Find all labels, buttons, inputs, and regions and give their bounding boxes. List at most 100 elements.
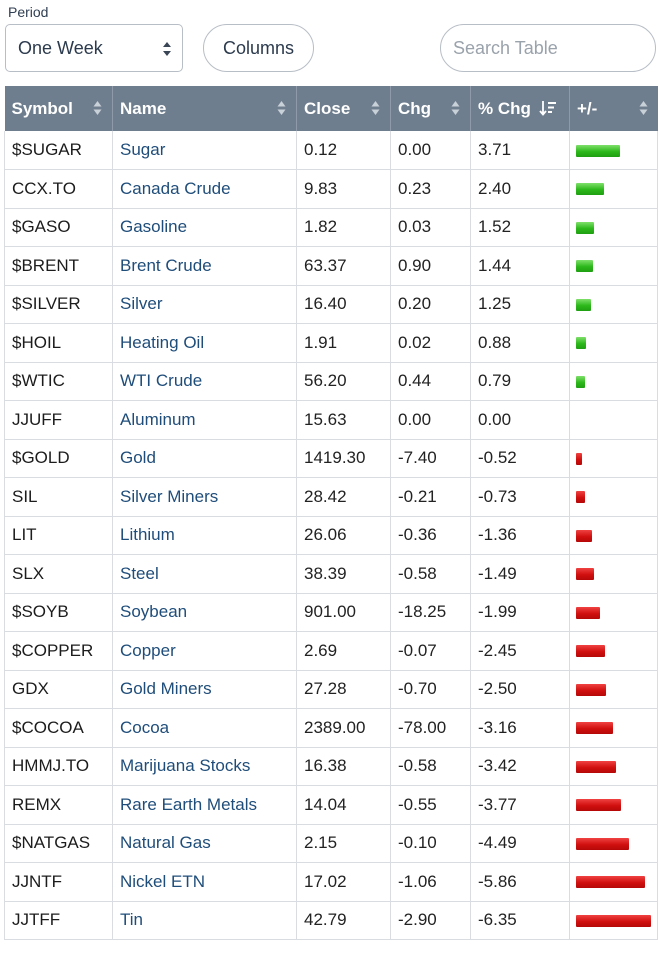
- table-row[interactable]: $NATGAS Natural Gas 2.15 -0.10 -4.49: [4, 824, 658, 863]
- symbol-cell[interactable]: GDX: [4, 670, 113, 709]
- symbol-cell[interactable]: REMX: [4, 785, 113, 825]
- period-select[interactable]: One Week: [5, 24, 183, 72]
- name-cell[interactable]: Aluminum: [112, 400, 297, 440]
- table-row[interactable]: $BRENT Brent Crude 63.37 0.90 1.44: [4, 246, 658, 286]
- change-bar: [576, 645, 605, 658]
- table-row[interactable]: SLX Steel 38.39 -0.58 -1.49: [4, 554, 658, 594]
- pct-chg-cell: -1.99: [470, 593, 570, 632]
- name-cell[interactable]: Rare Earth Metals: [112, 785, 297, 825]
- name-cell[interactable]: Steel: [112, 554, 297, 594]
- change-bar-cell: [569, 747, 658, 786]
- name-cell[interactable]: Cocoa: [112, 708, 297, 748]
- symbol-cell[interactable]: JJUFF: [4, 400, 113, 440]
- symbol-cell[interactable]: CCX.TO: [4, 169, 113, 209]
- name-cell[interactable]: Marijuana Stocks: [112, 747, 297, 786]
- pct-chg-cell: -2.45: [470, 631, 570, 671]
- symbol-cell[interactable]: $HOIL: [4, 323, 113, 363]
- performance-table: Symbol Name Close Chg% Chg +/- $SUGAR Sugar 0.…: [4, 86, 658, 940]
- name-cell[interactable]: Copper: [112, 631, 297, 671]
- symbol-cell[interactable]: $GASO: [4, 208, 113, 247]
- name-cell[interactable]: Canada Crude: [112, 169, 297, 209]
- table-row[interactable]: $COPPER Copper 2.69 -0.07 -2.45: [4, 631, 658, 671]
- name-cell[interactable]: Gold: [112, 439, 297, 478]
- table-row[interactable]: HMMJ.TO Marijuana Stocks 16.38 -0.58 -3.42: [4, 747, 658, 786]
- change-bar: [576, 183, 604, 196]
- symbol-cell[interactable]: $COPPER: [4, 631, 113, 671]
- change-bar-cell: [569, 477, 658, 517]
- change-bar-cell: [569, 169, 658, 209]
- symbol-cell[interactable]: $WTIC: [4, 362, 113, 401]
- change-bar-cell: [569, 593, 658, 632]
- symbol-cell[interactable]: HMMJ.TO: [4, 747, 113, 786]
- table-row[interactable]: JJTFF Tin 42.79 -2.90 -6.35: [4, 901, 658, 940]
- symbol-cell[interactable]: JJNTF: [4, 862, 113, 902]
- pct-chg-cell: -2.50: [470, 670, 570, 709]
- symbol-cell[interactable]: JJTFF: [4, 901, 113, 940]
- name-cell[interactable]: Lithium: [112, 516, 297, 555]
- name-cell[interactable]: Gasoline: [112, 208, 297, 247]
- pct-chg-cell: -1.36: [470, 516, 570, 555]
- symbol-cell[interactable]: $SILVER: [4, 285, 113, 324]
- table-row[interactable]: LIT Lithium 26.06 -0.36 -1.36: [4, 516, 658, 555]
- name-cell[interactable]: Natural Gas: [112, 824, 297, 863]
- chg-cell: -0.36: [390, 516, 471, 555]
- symbol-cell[interactable]: $COCOA: [4, 708, 113, 748]
- symbol-cell[interactable]: SLX: [4, 554, 113, 594]
- symbol-cell[interactable]: $BRENT: [4, 246, 113, 286]
- table-row[interactable]: GDX Gold Miners 27.28 -0.70 -2.50: [4, 670, 658, 709]
- name-cell[interactable]: Gold Miners: [112, 670, 297, 709]
- symbol-cell[interactable]: $GOLD: [4, 439, 113, 478]
- change-bar: [576, 260, 593, 273]
- symbol-cell[interactable]: $SOYB: [4, 593, 113, 632]
- table-row[interactable]: $SUGAR Sugar 0.12 0.00 3.71: [4, 131, 658, 170]
- name-cell[interactable]: WTI Crude: [112, 362, 297, 401]
- select-arrows-icon: [163, 42, 171, 56]
- symbol-cell[interactable]: $SUGAR: [4, 131, 113, 170]
- close-cell: 2389.00: [296, 708, 391, 748]
- name-cell[interactable]: Tin: [112, 901, 297, 940]
- pct-chg-cell: -3.16: [470, 708, 570, 748]
- change-bar-cell: [569, 323, 658, 363]
- table-row[interactable]: $SOYB Soybean 901.00 -18.25 -1.99: [4, 593, 658, 632]
- table-row[interactable]: $GASO Gasoline 1.82 0.03 1.52: [4, 208, 658, 247]
- period-select-value: One Week: [18, 38, 103, 58]
- search-table-input[interactable]: [440, 24, 656, 72]
- table-row[interactable]: JJNTF Nickel ETN 17.02 -1.06 -5.86: [4, 862, 658, 902]
- table-row[interactable]: CCX.TO Canada Crude 9.83 0.23 2.40: [4, 169, 658, 209]
- name-cell[interactable]: Brent Crude: [112, 246, 297, 286]
- change-bar-cell: [569, 554, 658, 594]
- change-bar: [576, 722, 613, 735]
- pct-chg-cell: 2.40: [470, 169, 570, 209]
- change-bar-cell: [569, 131, 658, 170]
- symbol-cell[interactable]: $NATGAS: [4, 824, 113, 863]
- name-cell[interactable]: Nickel ETN: [112, 862, 297, 902]
- name-cell[interactable]: Sugar: [112, 131, 297, 170]
- symbol-cell[interactable]: SIL: [4, 477, 113, 517]
- name-cell[interactable]: Soybean: [112, 593, 297, 632]
- table-row[interactable]: $COCOA Cocoa 2389.00 -78.00 -3.16: [4, 708, 658, 748]
- symbol-cell[interactable]: LIT: [4, 516, 113, 555]
- table-row[interactable]: $HOIL Heating Oil 1.91 0.02 0.88: [4, 323, 658, 363]
- name-cell[interactable]: Heating Oil: [112, 323, 297, 363]
- close-cell: 63.37: [296, 246, 391, 286]
- column-header-symbol[interactable]: Symbol: [4, 86, 113, 131]
- table-row[interactable]: $SILVER Silver 16.40 0.20 1.25: [4, 285, 658, 324]
- name-cell[interactable]: Silver: [112, 285, 297, 324]
- columns-button[interactable]: Columns: [203, 24, 314, 72]
- column-header-pct-chg[interactable]: % Chg: [470, 86, 570, 131]
- table-row[interactable]: JJUFF Aluminum 15.63 0.00 0.00: [4, 400, 658, 440]
- close-cell: 16.40: [296, 285, 391, 324]
- column-header-plus-minus[interactable]: +/-: [569, 86, 658, 131]
- table-row[interactable]: SIL Silver Miners 28.42 -0.21 -0.73: [4, 477, 658, 517]
- change-bar-cell: [569, 400, 658, 440]
- chg-cell: -0.21: [390, 477, 471, 517]
- column-header-name[interactable]: Name: [112, 86, 297, 131]
- name-cell[interactable]: Silver Miners: [112, 477, 297, 517]
- table-row[interactable]: $GOLD Gold 1419.30 -7.40 -0.52: [4, 439, 658, 478]
- period-label: Period: [8, 4, 49, 20]
- change-bar-cell: [569, 785, 658, 825]
- column-header-chg[interactable]: Chg: [390, 86, 471, 131]
- table-row[interactable]: $WTIC WTI Crude 56.20 0.44 0.79: [4, 362, 658, 401]
- table-row[interactable]: REMX Rare Earth Metals 14.04 -0.55 -3.77: [4, 785, 658, 825]
- column-header-close[interactable]: Close: [296, 86, 391, 131]
